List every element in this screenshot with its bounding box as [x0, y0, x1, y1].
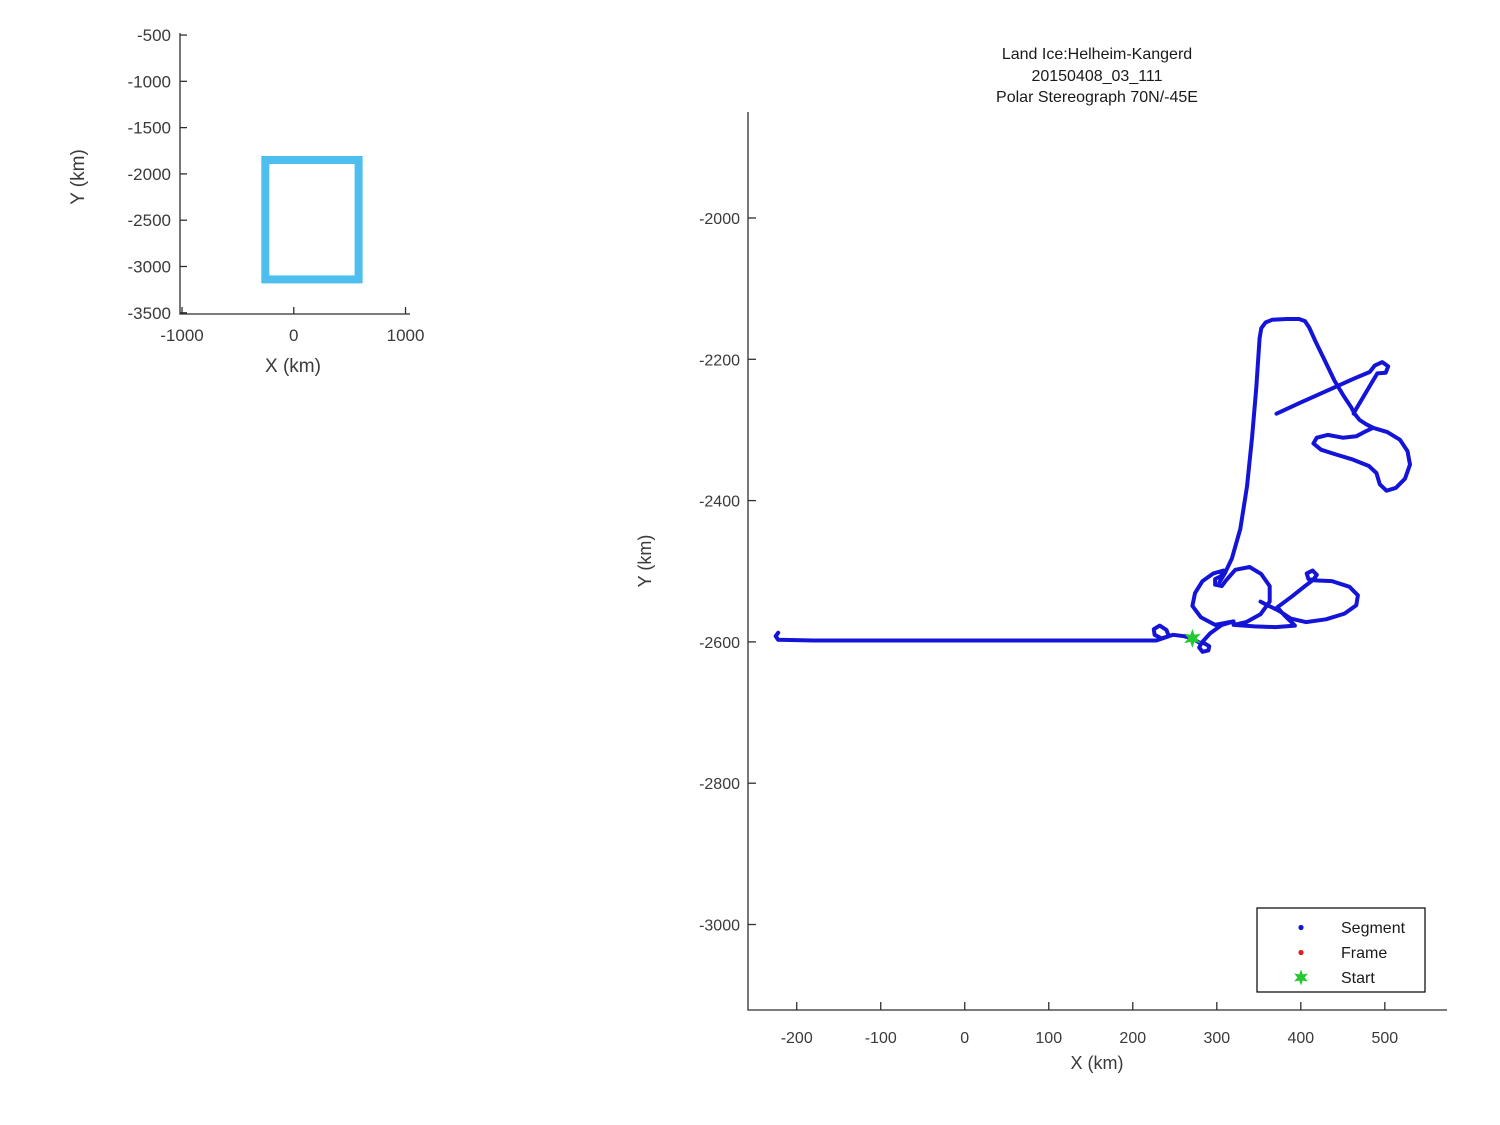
- y-tick-label: -2600: [699, 635, 740, 652]
- y-tick-label: -3000: [128, 258, 171, 277]
- x-tick-label: -200: [781, 1030, 813, 1047]
- x-tick-label: -1000: [160, 326, 203, 345]
- track-segment: [773, 565, 1360, 654]
- main-x-axis-label: X (km): [1071, 1053, 1124, 1073]
- x-tick-label: -100: [865, 1030, 897, 1047]
- inset-ticks: [180, 34, 407, 314]
- main-plot: -200 -100 0 100 200 300 400 500 -2000 -2200 -2400 -…: [635, 112, 1447, 1073]
- y-tick-label: -2000: [128, 165, 171, 184]
- segment-dot-icon: [1298, 924, 1304, 931]
- start-marker: [1184, 628, 1201, 648]
- y-tick-label: -2800: [699, 776, 740, 793]
- y-tick-label: -1000: [128, 72, 171, 91]
- y-tick-label: -2400: [699, 494, 740, 511]
- plot-title-line3: Polar Stereograph 70N/-45E: [996, 89, 1198, 106]
- legend: Segment Frame Start: [1256, 907, 1426, 993]
- flight-track-lines: [773, 317, 1412, 654]
- inset-tick-labels: -1000 0 1000 -500 -1000 -1500 -2000 -2500 -3000 -…: [128, 26, 425, 345]
- y-tick-label: -2500: [128, 211, 171, 230]
- track-segment: [1274, 360, 1391, 416]
- main-y-axis-label: Y (km): [635, 535, 655, 588]
- plot-title-line2: 20150408_03_111: [1031, 68, 1162, 85]
- y-tick-label: -2200: [699, 352, 740, 369]
- x-tick-label: 0: [289, 326, 298, 345]
- track-segment: [1217, 317, 1412, 585]
- y-tick-label: -2000: [699, 211, 740, 228]
- inset-axes-spines: [179, 33, 410, 315]
- inset-plot: -1000 0 1000 -500 -1000 -1500 -2000 -2500 -3000 -…: [68, 26, 424, 377]
- legend-label-frame: Frame: [1341, 945, 1387, 962]
- legend-label-start: Start: [1341, 970, 1375, 987]
- x-tick-label: 200: [1119, 1030, 1146, 1047]
- x-tick-label: 500: [1371, 1030, 1398, 1047]
- x-tick-label: 0: [960, 1030, 969, 1047]
- x-tick-label: 300: [1203, 1030, 1230, 1047]
- y-tick-label: -3500: [128, 304, 171, 323]
- frame-dot-icon: [1298, 949, 1304, 956]
- legend-label-segment: Segment: [1341, 920, 1406, 937]
- plot-title-line1: Land Ice:Helheim-Kangerd: [1002, 46, 1192, 63]
- x-tick-label: 1000: [387, 326, 425, 345]
- inset-y-axis-label: Y (km): [68, 149, 89, 205]
- y-tick-label: -1500: [128, 119, 171, 138]
- main-ticks: [748, 217, 1386, 1010]
- x-tick-label: 100: [1035, 1030, 1062, 1047]
- main-tick-labels: -200 -100 0 100 200 300 400 500 -2000 -2200 -2400 -…: [699, 211, 1398, 1047]
- inset-x-axis-label: X (km): [265, 356, 321, 377]
- coverage-extent-rectangle: [261, 156, 363, 284]
- main-axes-spines: [747, 112, 1447, 1011]
- x-tick-label: 400: [1287, 1030, 1314, 1047]
- y-tick-label: -500: [137, 26, 171, 45]
- legend-box: [1256, 907, 1426, 993]
- start-hexagram-icon: [1294, 969, 1308, 986]
- y-tick-label: -3000: [699, 918, 740, 935]
